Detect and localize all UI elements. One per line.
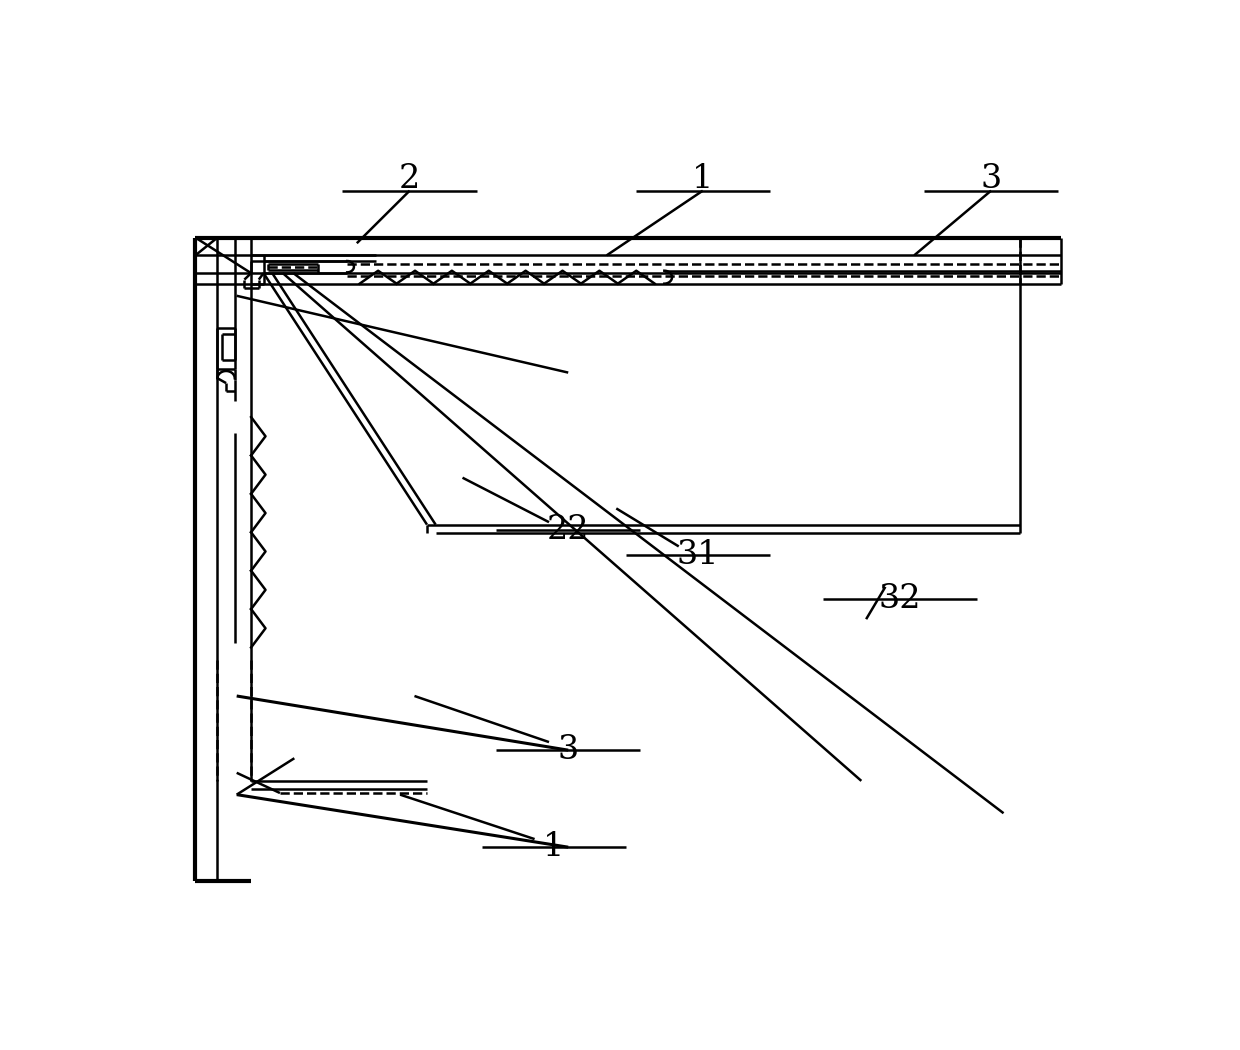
Text: 22: 22 (547, 514, 589, 546)
Text: 3: 3 (981, 163, 1002, 194)
Text: 31: 31 (677, 539, 719, 570)
Text: 2: 2 (399, 163, 420, 194)
Text: 32: 32 (878, 583, 921, 615)
Text: 3: 3 (558, 734, 579, 766)
Text: 1: 1 (692, 163, 713, 194)
Text: 1: 1 (543, 832, 564, 863)
